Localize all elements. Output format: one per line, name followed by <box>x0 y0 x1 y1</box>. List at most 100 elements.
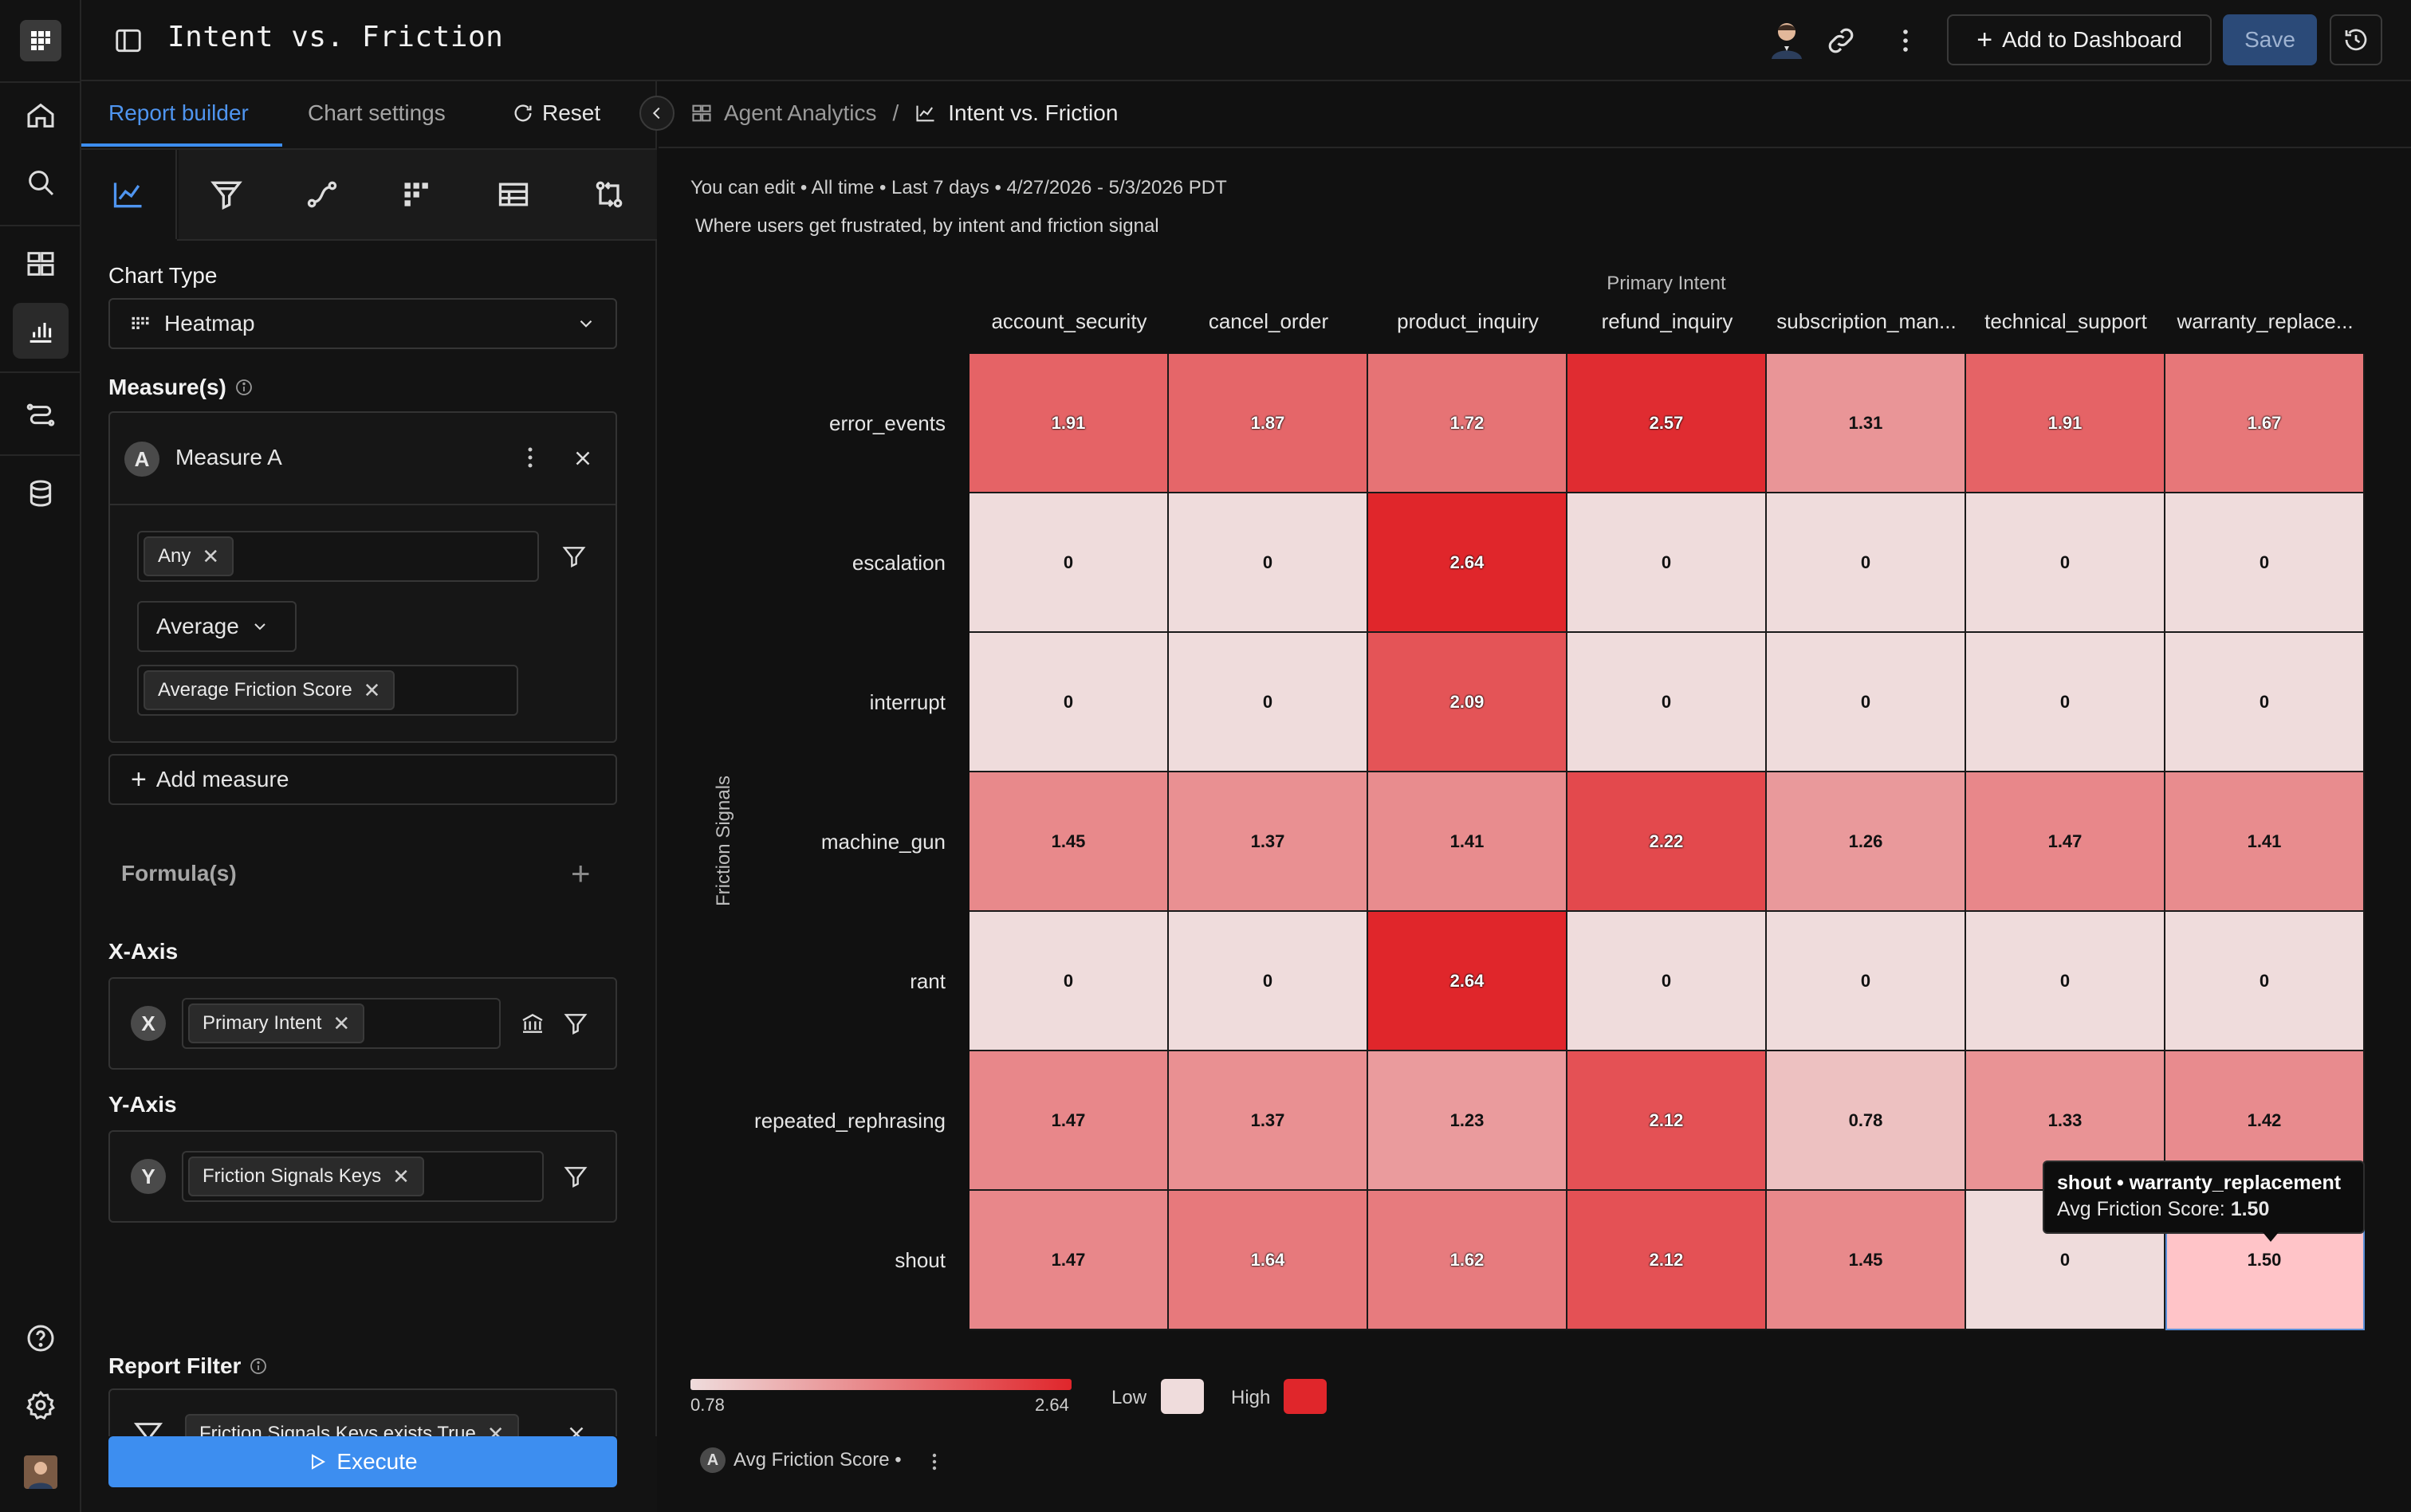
remove-chip-icon[interactable]: ✕ <box>332 1011 351 1035</box>
info-icon[interactable] <box>234 378 254 397</box>
measure-filter-icon[interactable] <box>561 544 587 569</box>
heatmap-cell[interactable]: 0 <box>970 633 1169 772</box>
chart-type-select[interactable]: Heatmap <box>108 298 617 349</box>
remove-chip-icon[interactable]: ✕ <box>392 1164 410 1188</box>
search-icon[interactable] <box>13 155 69 210</box>
any-event-chip[interactable]: Any ✕ <box>144 536 234 576</box>
heatmap-cell[interactable]: 1.23 <box>1368 1051 1567 1191</box>
event-filter-field[interactable]: Any ✕ <box>137 531 539 582</box>
history-button[interactable] <box>2330 14 2382 65</box>
primary-intent-chip[interactable]: Primary Intent ✕ <box>188 1003 365 1043</box>
remove-chip-icon[interactable]: ✕ <box>202 544 220 568</box>
heatmap-cell[interactable]: 1.87 <box>1169 354 1368 493</box>
series-options-icon[interactable] <box>930 1449 939 1475</box>
dashboards-icon[interactable] <box>13 236 69 292</box>
app-grid-icon[interactable] <box>13 13 69 69</box>
heatmap-cell[interactable]: 1.47 <box>970 1191 1169 1330</box>
heatmap-cell[interactable]: 2.64 <box>1368 912 1567 1051</box>
friction-signals-keys-chip[interactable]: Friction Signals Keys ✕ <box>188 1157 424 1196</box>
heatmap-cell[interactable]: 0 <box>2165 493 2365 633</box>
more-options-icon[interactable] <box>1898 24 1913 57</box>
add-formula-plus-icon[interactable]: + <box>571 854 591 892</box>
info-icon[interactable] <box>249 1357 268 1376</box>
heatmap-cell[interactable]: 0 <box>1169 493 1368 633</box>
help-icon[interactable] <box>13 1310 69 1366</box>
measure-options-icon[interactable] <box>525 442 536 473</box>
chart-tool-funnel[interactable] <box>179 150 274 239</box>
heatmap-cell[interactable]: 0 <box>2165 633 2365 772</box>
tab-chart-settings[interactable]: Chart settings <box>308 100 446 125</box>
chart-tool-retention[interactable] <box>370 150 466 239</box>
property-field[interactable]: Average Friction Score ✕ <box>137 665 518 716</box>
heatmap-cell[interactable]: 0 <box>1767 912 1966 1051</box>
heatmap-cell[interactable]: 1.62 <box>1368 1191 1567 1330</box>
owner-avatar[interactable] <box>1768 19 1805 59</box>
bucket-icon[interactable] <box>520 1011 545 1036</box>
heatmap-cell[interactable]: 1.72 <box>1368 354 1567 493</box>
add-measure-button[interactable]: + Add measure <box>108 754 617 805</box>
measure-name[interactable]: Measure A <box>175 445 282 469</box>
heatmap-cell[interactable]: 0 <box>1966 912 2165 1051</box>
heatmap-cell[interactable]: 1.31 <box>1767 354 1966 493</box>
save-button[interactable]: Save <box>2223 14 2317 65</box>
series-legend[interactable]: A Avg Friction Score • <box>700 1447 902 1473</box>
copy-link-icon[interactable] <box>1824 24 1858 57</box>
heatmap-cell[interactable]: 1.91 <box>970 354 1169 493</box>
chart-tool-table[interactable] <box>466 150 561 239</box>
heatmap-cell[interactable]: 1.26 <box>1767 772 1966 912</box>
flows-icon[interactable] <box>13 386 69 442</box>
heatmap-cell[interactable]: 2.64 <box>1368 493 1567 633</box>
heatmap-cell[interactable]: 0 <box>1169 912 1368 1051</box>
heatmap-cell[interactable]: 0 <box>1567 912 1767 1051</box>
remove-measure-icon[interactable] <box>571 446 595 470</box>
remove-chip-icon[interactable]: ✕ <box>363 677 381 702</box>
heatmap-cell[interactable]: 0 <box>1767 633 1966 772</box>
heatmap-cell[interactable]: 2.57 <box>1567 354 1767 493</box>
heatmap-cell[interactable]: 0 <box>970 912 1169 1051</box>
collapse-panel-button[interactable] <box>639 96 675 131</box>
y-axis-filter-icon[interactable] <box>563 1164 588 1189</box>
heatmap-cell[interactable]: 0 <box>1966 493 2165 633</box>
heatmap-cell[interactable]: 1.41 <box>2165 772 2365 912</box>
heatmap-cell[interactable]: 1.47 <box>1966 772 2165 912</box>
heatmap-cell[interactable]: 2.22 <box>1567 772 1767 912</box>
heatmap-cell[interactable]: 0 <box>1169 633 1368 772</box>
heatmap-cell[interactable]: 1.45 <box>1767 1191 1966 1330</box>
heatmap-cell[interactable]: 1.37 <box>1169 1051 1368 1191</box>
chart-tool-line[interactable] <box>81 150 177 239</box>
execute-button[interactable]: Execute <box>108 1436 617 1487</box>
heatmap-cell[interactable]: 1.67 <box>2165 354 2365 493</box>
aggregation-select[interactable]: Average <box>137 601 297 652</box>
heatmap-cell[interactable]: 2.09 <box>1368 633 1567 772</box>
heatmap-cell[interactable]: 1.91 <box>1966 354 2165 493</box>
heatmap-cell[interactable]: 0 <box>1767 493 1966 633</box>
heatmap-cell[interactable]: 0.78 <box>1767 1051 1966 1191</box>
y-axis-field[interactable]: Friction Signals Keys ✕ <box>182 1151 544 1202</box>
x-axis-field[interactable]: Primary Intent ✕ <box>182 998 501 1049</box>
home-icon[interactable] <box>13 88 69 143</box>
heatmap-cell[interactable]: 0 <box>970 493 1169 633</box>
user-avatar[interactable] <box>13 1444 69 1500</box>
heatmap-cell[interactable]: 0 <box>1966 633 2165 772</box>
reset-button[interactable]: Reset <box>512 100 600 126</box>
heatmap-cell[interactable]: 0 <box>2165 912 2365 1051</box>
sidebar-toggle-icon[interactable] <box>113 26 144 56</box>
heatmap-cell[interactable]: 1.37 <box>1169 772 1368 912</box>
database-icon[interactable] <box>13 465 69 521</box>
heatmap-cell[interactable]: 1.41 <box>1368 772 1567 912</box>
heatmap-cell[interactable]: 0 <box>1567 493 1767 633</box>
x-axis-filter-icon[interactable] <box>563 1011 588 1036</box>
tab-report-builder[interactable]: Report builder <box>108 100 249 125</box>
heatmap-cell[interactable]: 2.12 <box>1567 1051 1767 1191</box>
settings-gear-icon[interactable] <box>13 1377 69 1433</box>
chart-tool-compare[interactable] <box>561 150 657 239</box>
breadcrumb-parent-link[interactable]: Agent Analytics <box>724 100 877 125</box>
average-friction-score-chip[interactable]: Average Friction Score ✕ <box>144 670 395 710</box>
heatmap-cell[interactable]: 1.45 <box>970 772 1169 912</box>
reports-icon[interactable] <box>13 303 69 359</box>
heatmap-cell[interactable]: 1.64 <box>1169 1191 1368 1330</box>
heatmap-cell[interactable]: 1.47 <box>970 1051 1169 1191</box>
chart-tool-flow[interactable] <box>274 150 370 239</box>
heatmap-cell[interactable]: 0 <box>1567 633 1767 772</box>
add-to-dashboard-button[interactable]: + Add to Dashboard <box>1947 14 2212 65</box>
